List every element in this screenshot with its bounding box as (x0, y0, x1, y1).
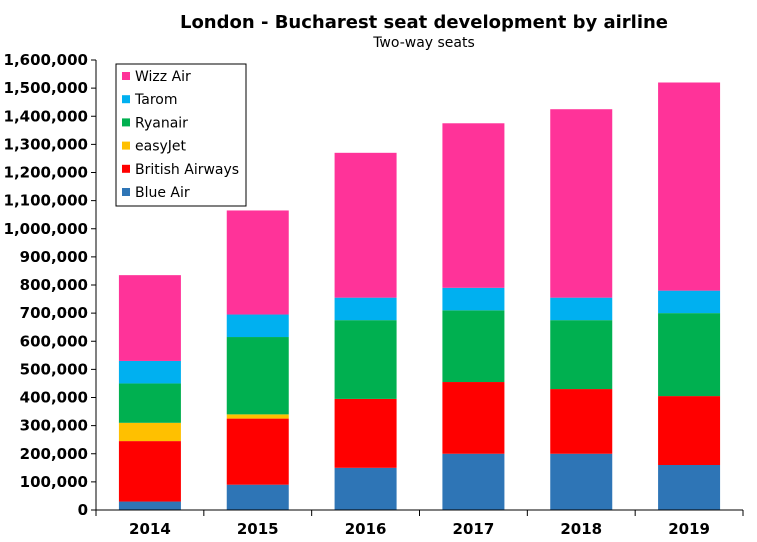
legend-label: Tarom (134, 92, 177, 108)
legend-swatch (122, 164, 130, 173)
y-tick-label: 1,200,000 (4, 164, 88, 182)
bar-segment-blue-air (334, 467, 397, 510)
chart-subtitle: Two-way seats (372, 35, 475, 51)
x-tick-label: 2017 (453, 520, 495, 538)
bar-segment-british-airways (226, 418, 289, 485)
y-tick-label: 900,000 (20, 248, 88, 266)
y-tick-label: 600,000 (20, 332, 88, 350)
bar-segment-blue-air (226, 484, 289, 510)
legend-swatch (122, 188, 130, 196)
bar-segment-ryanair (442, 310, 505, 383)
bar-segment-tarom (118, 360, 181, 384)
bar-segment-blue-air (658, 465, 721, 510)
bar-segment-wizz-air (442, 123, 505, 288)
bar-segment-tarom (658, 290, 721, 314)
y-tick-label: 1,500,000 (4, 79, 88, 97)
y-tick-label: 500,000 (20, 360, 88, 378)
x-tick-label: 2018 (560, 520, 602, 538)
bar-segment-ryanair (658, 313, 721, 397)
bar-segment-tarom (226, 314, 289, 338)
legend-box (115, 63, 247, 207)
bar-segment-wizz-air (550, 109, 613, 298)
y-tick-label: 400,000 (20, 389, 88, 407)
bar-segment-blue-air (442, 453, 505, 510)
x-tick-label: 2015 (237, 520, 279, 538)
y-tick-label: 1,000,000 (4, 220, 88, 238)
x-tick-label: 2014 (129, 520, 171, 538)
chart-title: London - Bucharest seat development by a… (180, 12, 668, 33)
y-tick-label: 0 (78, 501, 88, 519)
bar-segment-british-airways (550, 389, 613, 454)
y-axis: 0 100,000 200,000 300,000 400,000 500,000 600,… (4, 51, 97, 519)
bar-segment-tarom (334, 297, 397, 321)
bar-segment-british-airways (442, 382, 505, 454)
y-tick-label: 100,000 (20, 473, 88, 491)
bars (118, 82, 721, 510)
legend-label: easyJet (135, 139, 187, 155)
bar-segment-wizz-air (658, 82, 721, 291)
y-tick-label: 1,100,000 (4, 192, 88, 210)
y-tick-label: 700,000 (20, 304, 88, 322)
y-tick-label: 1,600,000 (4, 51, 88, 69)
y-tick-label: 1,400,000 (4, 107, 88, 125)
bar-segment-ryanair (550, 320, 613, 390)
bar-segment-british-airways (118, 441, 181, 502)
legend-swatch (122, 95, 130, 104)
bar-segment-ryanair (226, 337, 289, 415)
bar-segment-ryanair (334, 320, 397, 399)
legend: Wizz Air Tarom Ryanair easyJet British Airwa… (115, 63, 247, 207)
legend-swatch (122, 141, 130, 150)
y-tick-label: 800,000 (20, 276, 88, 294)
legend-swatch (122, 118, 130, 127)
legend-label: Wizz Air (135, 69, 191, 85)
x-tick-label: 2016 (345, 520, 387, 538)
bar-segment-british-airways (334, 398, 397, 468)
legend-label: Ryanair (135, 115, 188, 131)
x-axis: 2014 2015 2016 2017 2018 2019 (95, 509, 744, 538)
y-tick-label: 1,300,000 (4, 135, 88, 153)
legend-label: British Airways (135, 162, 239, 178)
bar-segment-tarom (550, 297, 613, 321)
legend-label: Blue Air (135, 185, 190, 201)
legend-swatch (122, 72, 130, 80)
bar-segment-wizz-air (334, 152, 397, 298)
y-tick-label: 200,000 (20, 445, 88, 463)
y-tick-label: 300,000 (20, 417, 88, 435)
bar-segment-ryanair (118, 383, 181, 423)
bar-segment-blue-air (118, 501, 181, 510)
bar-segment-british-airways (658, 396, 721, 465)
bar-segment-easyjet (118, 422, 181, 442)
bar-segment-wizz-air (118, 275, 181, 361)
bar-segment-blue-air (550, 453, 613, 510)
bar-segment-wizz-air (226, 210, 289, 315)
x-tick-label: 2019 (668, 520, 710, 538)
bar-segment-easyjet (226, 414, 289, 419)
bar-segment-tarom (442, 287, 505, 311)
